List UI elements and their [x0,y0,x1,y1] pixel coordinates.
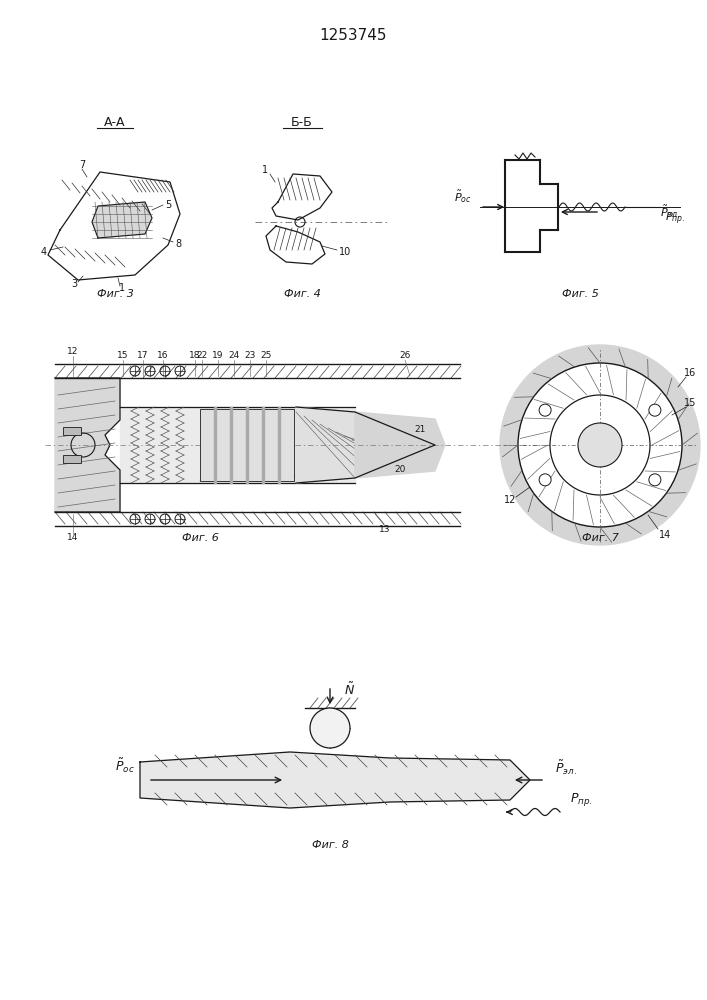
Text: 1: 1 [119,283,125,293]
Text: 19: 19 [212,352,223,360]
Text: $\tilde{P}_{oc}$: $\tilde{P}_{oc}$ [115,757,135,775]
Polygon shape [55,512,460,526]
Text: $P_{пр.}$: $P_{пр.}$ [665,211,685,227]
Text: 15: 15 [117,352,129,360]
Bar [280,409,294,481]
Circle shape [518,363,682,527]
Circle shape [649,474,661,486]
Bar [63,455,81,463]
Bar [264,409,278,481]
Text: 25: 25 [260,352,271,360]
Circle shape [550,395,650,495]
Polygon shape [246,407,248,483]
Text: 14: 14 [67,534,78,542]
Text: $P_{пр.}$: $P_{пр.}$ [570,792,592,808]
Text: 15: 15 [684,398,696,408]
Text: 12: 12 [504,495,516,505]
Text: 13: 13 [379,526,391,534]
Text: Фиг. 6: Фиг. 6 [182,533,218,543]
Circle shape [310,708,350,748]
Polygon shape [55,364,460,378]
Text: 3: 3 [71,279,77,289]
Text: 17: 17 [137,352,148,360]
Text: 10: 10 [339,247,351,257]
Polygon shape [55,378,120,512]
Text: 7: 7 [79,160,85,170]
Text: 20: 20 [395,466,406,475]
Text: 12: 12 [67,348,78,357]
Bar [232,409,246,481]
Text: 16: 16 [684,368,696,378]
Circle shape [649,404,661,416]
Polygon shape [230,407,232,483]
Text: 21: 21 [414,426,426,434]
Text: $\tilde{P}_{эл.}$: $\tilde{P}_{эл.}$ [660,204,679,220]
Text: Фиг. 5: Фиг. 5 [561,289,598,299]
Text: 18: 18 [189,352,201,360]
Text: 8: 8 [175,239,181,249]
Text: Фиг. 3: Фиг. 3 [97,289,134,299]
Bar [216,409,230,481]
Text: Фиг. 4: Фиг. 4 [284,289,320,299]
Polygon shape [140,752,530,808]
Polygon shape [355,412,445,478]
Text: $\tilde{P}_{эл.}$: $\tilde{P}_{эл.}$ [555,759,577,777]
Polygon shape [278,407,280,483]
Text: 5: 5 [165,200,171,210]
Text: 23: 23 [245,352,256,360]
Circle shape [539,404,551,416]
Circle shape [539,474,551,486]
Polygon shape [120,407,355,483]
Polygon shape [92,202,152,238]
Text: 16: 16 [157,352,169,360]
Text: 26: 26 [399,352,411,360]
Polygon shape [214,407,216,483]
Text: Фиг. 8: Фиг. 8 [312,840,349,850]
Text: Б-Б: Б-Б [291,115,313,128]
Polygon shape [48,172,180,280]
Text: 1: 1 [262,165,268,175]
Bar [63,427,81,435]
Text: 14: 14 [659,530,671,540]
Polygon shape [262,407,264,483]
Polygon shape [272,174,332,220]
Text: 4: 4 [41,247,47,257]
Polygon shape [266,226,325,264]
Polygon shape [500,345,700,545]
Bar [248,409,262,481]
Circle shape [578,423,622,467]
Polygon shape [296,407,435,483]
Text: А-А: А-А [104,115,126,128]
Bar [200,409,214,481]
Text: 1253745: 1253745 [320,27,387,42]
Text: $\tilde{N}$: $\tilde{N}$ [344,682,355,698]
Text: Фиг. 7: Фиг. 7 [582,533,619,543]
Text: 22: 22 [197,352,208,360]
Text: 24: 24 [228,352,240,360]
Text: $\tilde{P}_{oc}$: $\tilde{P}_{oc}$ [455,189,472,205]
